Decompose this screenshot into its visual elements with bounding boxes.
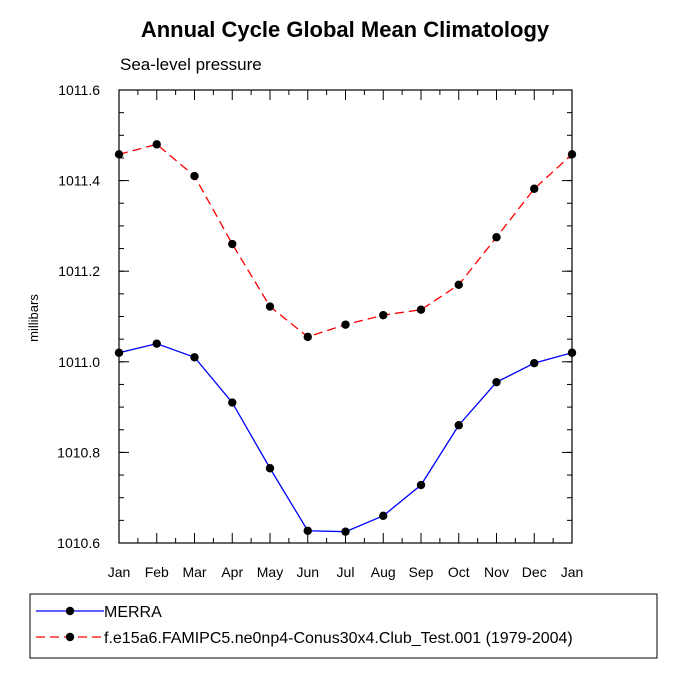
data-point-series-0 bbox=[454, 421, 463, 430]
y-tick-label: 1011.2 bbox=[58, 263, 100, 279]
data-point-series-0 bbox=[530, 358, 539, 368]
legend-label-model: f.e15a6.FAMIPC5.ne0np4-Conus30x4.Club_Te… bbox=[104, 630, 573, 647]
x-tick-label: Oct bbox=[448, 564, 470, 580]
x-tick-label: Aug bbox=[371, 564, 396, 580]
legend-marker-model bbox=[65, 632, 75, 642]
data-point-series-1 bbox=[228, 239, 237, 249]
y-tick-label: 1010.8 bbox=[57, 444, 100, 460]
data-point-series-0 bbox=[190, 353, 199, 362]
data-point-series-1 bbox=[152, 140, 161, 149]
data-point-series-0 bbox=[416, 480, 426, 490]
x-tick-label: Nov bbox=[484, 564, 509, 580]
x-tick-label: Dec bbox=[522, 564, 547, 580]
data-point-series-1 bbox=[492, 233, 501, 242]
legend-item-model: f.e15a6.FAMIPC5.ne0np4-Conus30x4.Club_Te… bbox=[36, 630, 573, 647]
data-point-series-1 bbox=[416, 305, 426, 314]
data-point-series-0 bbox=[379, 511, 388, 521]
chart-subtitle: Sea-level pressure bbox=[120, 55, 262, 74]
data-point-series-0 bbox=[152, 339, 161, 348]
data-point-series-1 bbox=[379, 310, 388, 320]
data-point-series-1 bbox=[190, 171, 199, 181]
axis-ticks: Jan Feb Mar Apr May Jun Jul Aug Sep Oct Nov Dec Jan 1… bbox=[57, 82, 583, 580]
data-point-series-0 bbox=[492, 377, 501, 387]
x-tick-label: May bbox=[257, 564, 283, 580]
data-point-series-1 bbox=[530, 184, 539, 193]
x-tick-label: Mar bbox=[182, 564, 206, 580]
y-tick-label: 1011.4 bbox=[58, 173, 100, 189]
x-tick-label: Sep bbox=[409, 564, 434, 580]
data-point-series-0 bbox=[265, 464, 275, 473]
series-line-1 bbox=[118, 143, 573, 338]
data-point-series-1 bbox=[567, 150, 577, 159]
chart-title: Annual Cycle Global Mean Climatology bbox=[141, 17, 550, 42]
x-tick-label: Jul bbox=[337, 564, 355, 580]
data-point-series-1 bbox=[341, 320, 350, 329]
data-point-series-1 bbox=[265, 302, 275, 311]
legend-box bbox=[29, 593, 658, 659]
y-axis-label: millibars bbox=[26, 294, 41, 342]
series-line-0 bbox=[118, 343, 573, 533]
series-layer bbox=[114, 140, 577, 536]
x-tick-label: Jan bbox=[561, 564, 584, 580]
plot-frame bbox=[118, 89, 573, 544]
y-tick-label: 1011.0 bbox=[58, 354, 100, 370]
data-point-series-0 bbox=[228, 398, 237, 407]
data-point-series-0 bbox=[114, 348, 124, 357]
y-tick-label: 1011.6 bbox=[58, 82, 100, 98]
y-tick-label: 1010.6 bbox=[57, 535, 100, 551]
data-point-series-0 bbox=[567, 348, 577, 357]
x-tick-label: Jun bbox=[296, 564, 319, 580]
x-tick-label: Feb bbox=[145, 564, 169, 580]
data-point-series-1 bbox=[454, 280, 463, 289]
x-tick-label: Apr bbox=[221, 564, 243, 580]
legend-label-merra: MERRA bbox=[104, 604, 162, 621]
data-point-series-1 bbox=[303, 332, 312, 342]
data-point-series-0 bbox=[341, 527, 350, 536]
legend-marker-merra bbox=[65, 606, 75, 616]
x-tick-label: Jan bbox=[108, 564, 131, 580]
data-point-series-0 bbox=[303, 526, 312, 535]
data-point-series-1 bbox=[114, 150, 124, 159]
legend-item-merra: MERRA bbox=[36, 604, 162, 621]
